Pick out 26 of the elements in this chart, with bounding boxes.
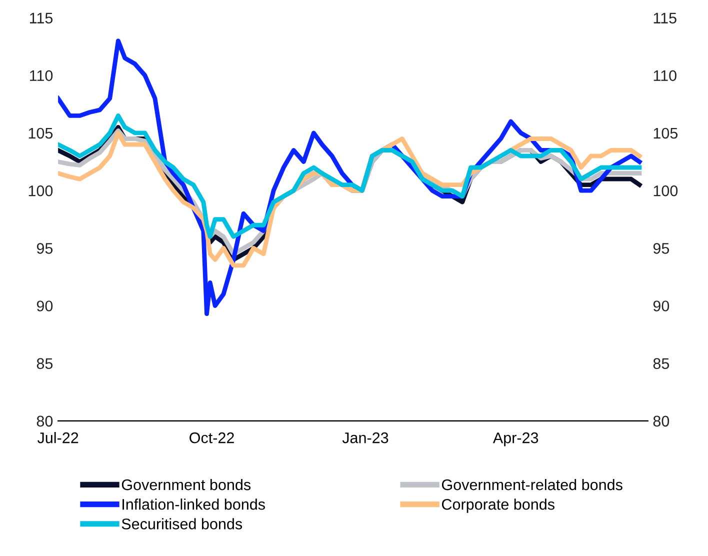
x-tick-label: Apr-23 (492, 432, 538, 446)
x-tick-label: Oct-22 (190, 432, 234, 444)
y2-tick-label: 95 (653, 243, 670, 254)
x-tick-label: Jul-22 (37, 432, 78, 444)
legend-label: Government-related bonds (442, 478, 622, 490)
legend-label: Corporate bonds (442, 498, 554, 513)
y-tick-label: 105 (28, 128, 53, 139)
y-tick-label: 100 (28, 185, 53, 196)
line-series (58, 113, 642, 239)
y2-tick-label: 105 (654, 128, 678, 139)
y2-tick-label: 80 (653, 416, 670, 427)
y2-tick-label: 110 (654, 70, 676, 82)
y2-tick-label: 115 (654, 12, 676, 24)
y2-tick-label: 85 (653, 358, 670, 369)
y-tick-label: 115 (30, 12, 53, 24)
y-tick-label: 95 (36, 243, 53, 254)
y-tick-label: 110 (30, 70, 53, 82)
legend-label: Government bonds (122, 478, 251, 490)
y2-tick-label: 100 (654, 185, 678, 196)
y2-tick-label: 90 (653, 300, 670, 312)
y-tick-label: 80 (36, 416, 53, 427)
y-tick-label: 90 (36, 300, 53, 312)
x-tick-label: Jan-23 (342, 432, 388, 444)
y-tick-label: 85 (36, 358, 53, 369)
legend-label: Inflation-linked bonds (122, 498, 265, 510)
legend-label: Securitised bonds (122, 518, 242, 530)
